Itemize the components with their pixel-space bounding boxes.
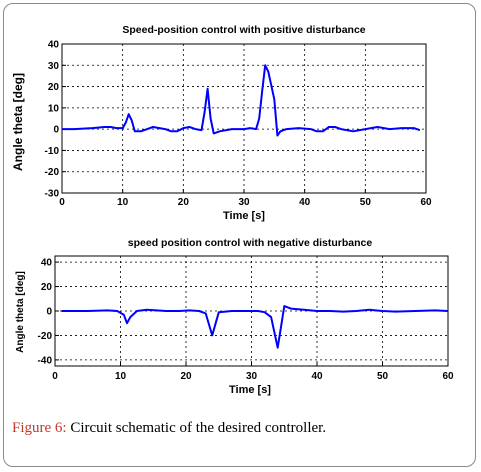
chart2-xtick-label: 10 bbox=[115, 371, 127, 382]
chart2-xtick-label: 0 bbox=[52, 371, 58, 382]
chart1-ytick-label: 30 bbox=[48, 61, 60, 72]
chart2-ytick-label: 40 bbox=[41, 258, 53, 269]
chart2-xtick-label: 40 bbox=[311, 371, 323, 382]
figure-caption-text: Circuit schematic of the desired control… bbox=[66, 420, 327, 436]
chart2-xtick-label: 50 bbox=[377, 371, 389, 382]
chart2-xtick-label: 20 bbox=[180, 371, 192, 382]
chart1-ytick-label: -30 bbox=[45, 189, 60, 200]
chart2-ytick-label: -20 bbox=[38, 331, 53, 342]
figure-caption: Figure 6: Circuit schematic of the desir… bbox=[12, 420, 326, 437]
chart1-series-line bbox=[62, 64, 421, 137]
chart1-xtick-label: 0 bbox=[59, 197, 65, 208]
chart1-xtick-label: 50 bbox=[360, 197, 372, 208]
chart1-ytick-label: 10 bbox=[48, 103, 60, 114]
chart1-ytick-label: 0 bbox=[53, 125, 59, 136]
chart1-xlabel: Time [s] bbox=[223, 210, 265, 222]
chart2-ytick-label: -40 bbox=[38, 355, 53, 366]
chart1-ytick-label: -10 bbox=[45, 146, 60, 157]
chart-positive-disturbance: Speed-position control with positive dis… bbox=[11, 24, 432, 222]
chart2-xtick-label: 60 bbox=[442, 371, 454, 382]
figure-caption-label: Figure 6: bbox=[12, 420, 67, 436]
chart2-xlabel: Time [s] bbox=[229, 384, 271, 396]
chart2-xtick-label: 30 bbox=[246, 371, 258, 382]
chart2-title: speed position control with negative dis… bbox=[128, 237, 373, 249]
chart1-xtick-label: 30 bbox=[238, 197, 250, 208]
chart1-xtick-label: 10 bbox=[117, 197, 129, 208]
chart1-xtick-label: 40 bbox=[299, 197, 311, 208]
chart2-ylabel: Angle theta [deg] bbox=[15, 271, 26, 353]
chart1-title: Speed-position control with positive dis… bbox=[122, 24, 365, 36]
chart2-ytick-label: 20 bbox=[41, 282, 53, 293]
chart1-ytick-label: 20 bbox=[48, 82, 60, 93]
chart1-ylabel: Angle theta [deg] bbox=[11, 73, 25, 171]
chart1-xtick-label: 60 bbox=[420, 197, 432, 208]
chart-negative-disturbance: speed position control with negative dis… bbox=[15, 237, 454, 396]
chart2-series-line bbox=[61, 305, 449, 349]
chart1-plot-area bbox=[61, 43, 427, 194]
chart1-ytick-label: -20 bbox=[45, 167, 60, 178]
chart1-ytick-label: 40 bbox=[48, 40, 60, 51]
chart1-xtick-label: 20 bbox=[178, 197, 190, 208]
chart2-ytick-label: 0 bbox=[46, 307, 52, 318]
